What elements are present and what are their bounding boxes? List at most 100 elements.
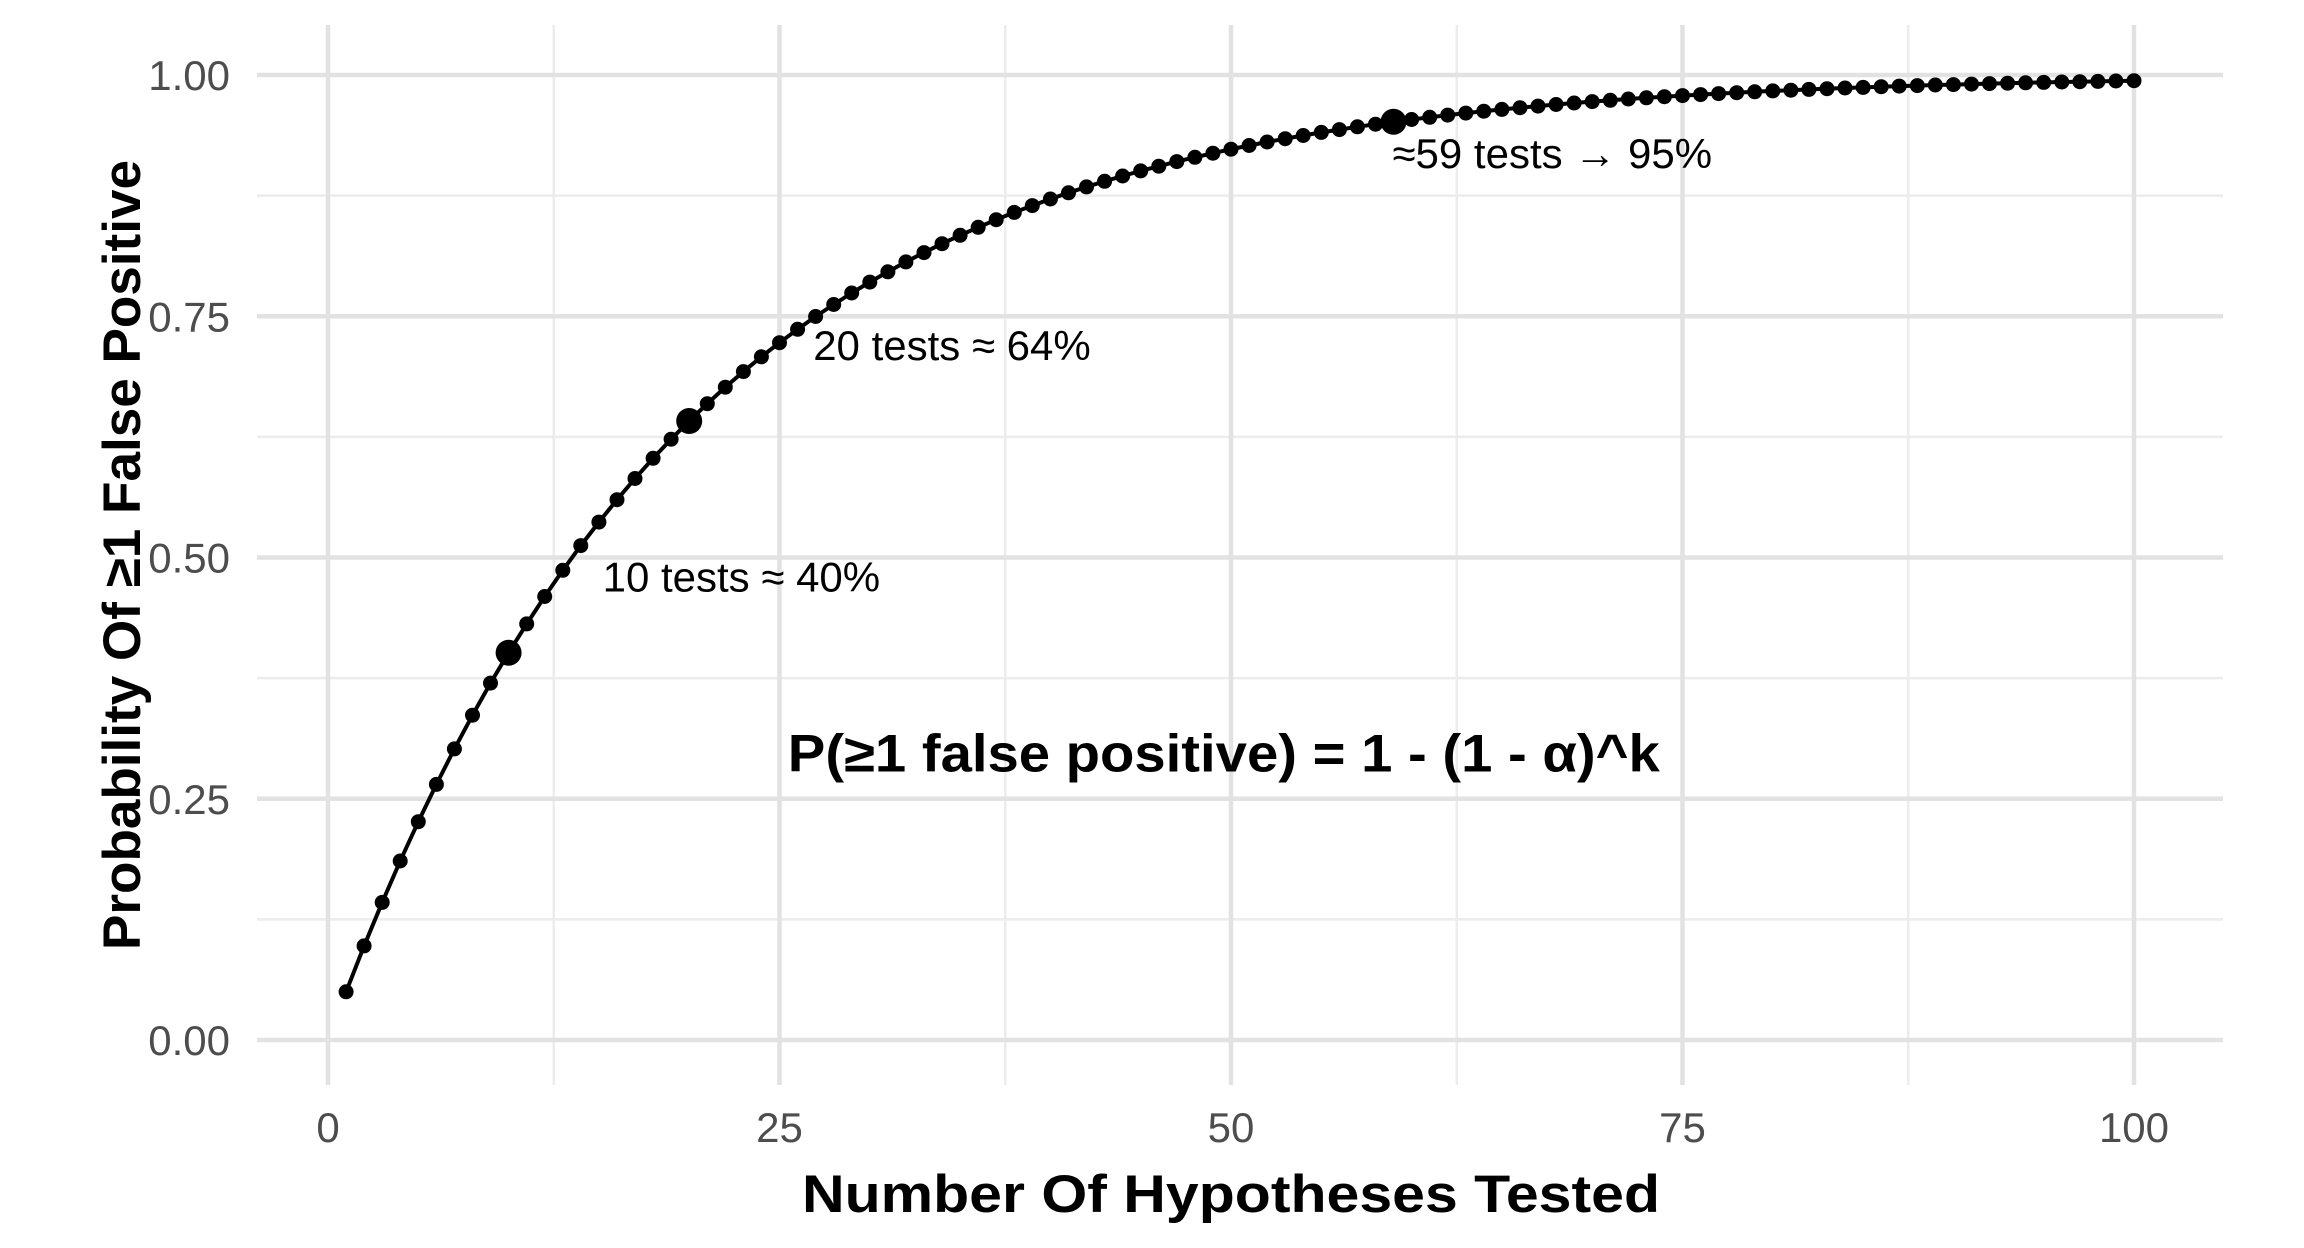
data-point bbox=[1404, 112, 1420, 127]
data-point bbox=[2108, 73, 2124, 89]
data-point bbox=[1747, 84, 1763, 100]
data-point bbox=[1602, 92, 1618, 108]
data-point bbox=[1584, 94, 1600, 110]
data-point bbox=[1241, 138, 1257, 153]
data-point bbox=[1837, 80, 1853, 96]
data-point bbox=[410, 814, 426, 830]
data-point bbox=[826, 297, 842, 312]
x-tick-label: 100 bbox=[2099, 1104, 2169, 1151]
data-point bbox=[1982, 76, 1997, 92]
data-point bbox=[934, 236, 950, 252]
data-point bbox=[880, 264, 896, 280]
data-point bbox=[1855, 79, 1871, 95]
data-point bbox=[1530, 98, 1546, 114]
annotation-59-tests: ≈59 tests → 95% bbox=[1393, 130, 1713, 177]
data-point bbox=[790, 321, 806, 337]
data-point bbox=[356, 938, 372, 954]
data-point bbox=[1620, 91, 1636, 107]
data-point bbox=[952, 227, 968, 243]
data-point bbox=[916, 245, 932, 261]
data-point bbox=[374, 894, 390, 910]
highlighted-data-point bbox=[495, 639, 522, 666]
data-point bbox=[735, 364, 751, 380]
data-point bbox=[1313, 124, 1329, 140]
data-point bbox=[2090, 73, 2106, 89]
data-point bbox=[1368, 116, 1383, 132]
data-point bbox=[1024, 198, 1040, 214]
data-point bbox=[1223, 141, 1239, 157]
data-point bbox=[1512, 100, 1528, 116]
annotation-20-tests: 20 tests ≈ 64% bbox=[813, 322, 1091, 369]
data-point bbox=[1006, 204, 1022, 220]
data-point bbox=[1891, 78, 1907, 94]
data-point bbox=[1440, 107, 1456, 123]
data-point bbox=[970, 219, 986, 235]
data-point bbox=[645, 450, 661, 466]
data-point bbox=[1476, 103, 1492, 119]
data-point bbox=[1945, 77, 1961, 93]
data-point bbox=[1295, 128, 1311, 143]
highlighted-data-point bbox=[676, 408, 703, 434]
data-point bbox=[1548, 97, 1564, 112]
data-point bbox=[1909, 78, 1925, 94]
data-point bbox=[1819, 81, 1835, 97]
annotation-10-tests: 10 tests ≈ 40% bbox=[603, 554, 881, 601]
data-point bbox=[609, 492, 625, 508]
grid-minor-lines bbox=[257, 25, 2223, 1085]
data-point bbox=[555, 562, 571, 578]
data-point bbox=[844, 285, 860, 301]
x-axis-tick-labels: 0 25 50 75 100 bbox=[316, 1104, 2169, 1151]
data-point bbox=[537, 589, 553, 604]
probability-curve-line bbox=[344, 78, 2136, 994]
data-point bbox=[2072, 74, 2088, 90]
data-point bbox=[1331, 122, 1347, 138]
data-point bbox=[699, 396, 715, 412]
data-point bbox=[808, 309, 824, 324]
data-point bbox=[338, 984, 354, 1000]
y-tick-label: 0.75 bbox=[148, 293, 230, 340]
data-point bbox=[717, 379, 733, 395]
data-point bbox=[1656, 89, 1672, 105]
data-point bbox=[1061, 185, 1076, 201]
data-point bbox=[465, 707, 480, 723]
data-point bbox=[1765, 83, 1781, 99]
data-points bbox=[338, 73, 2142, 1000]
x-tick-label: 0 bbox=[316, 1104, 339, 1151]
data-point bbox=[2054, 74, 2070, 90]
y-tick-label: 0.50 bbox=[148, 535, 230, 582]
data-point bbox=[1349, 119, 1365, 135]
data-point bbox=[519, 616, 535, 632]
data-point bbox=[446, 741, 462, 757]
data-point bbox=[753, 349, 769, 365]
data-point bbox=[2126, 73, 2142, 89]
data-point bbox=[1729, 85, 1745, 101]
annotations: 10 tests ≈ 40% 20 tests ≈ 64% ≈59 tests … bbox=[603, 130, 1713, 783]
data-point bbox=[1494, 101, 1510, 117]
data-point bbox=[1801, 81, 1817, 97]
highlighted-data-point bbox=[1380, 108, 1407, 135]
data-point bbox=[2000, 75, 2016, 91]
y-tick-label: 1.00 bbox=[148, 52, 230, 99]
data-point bbox=[2036, 74, 2052, 90]
data-point bbox=[663, 431, 679, 447]
data-point bbox=[1079, 179, 1094, 195]
x-tick-label: 75 bbox=[1659, 1104, 1706, 1151]
data-point bbox=[988, 212, 1004, 228]
data-point bbox=[428, 776, 444, 792]
highlighted-data-points bbox=[495, 108, 1407, 666]
y-tick-label: 0.25 bbox=[148, 776, 230, 823]
data-point bbox=[1711, 86, 1727, 102]
data-point bbox=[1133, 163, 1149, 179]
data-point bbox=[1693, 87, 1709, 103]
data-point bbox=[1205, 145, 1221, 161]
data-point bbox=[1927, 77, 1943, 93]
data-point bbox=[392, 853, 408, 869]
data-point bbox=[1638, 90, 1654, 106]
data-point bbox=[1458, 105, 1474, 121]
data-point bbox=[1422, 109, 1438, 125]
data-point bbox=[862, 274, 878, 290]
data-point bbox=[627, 471, 643, 486]
